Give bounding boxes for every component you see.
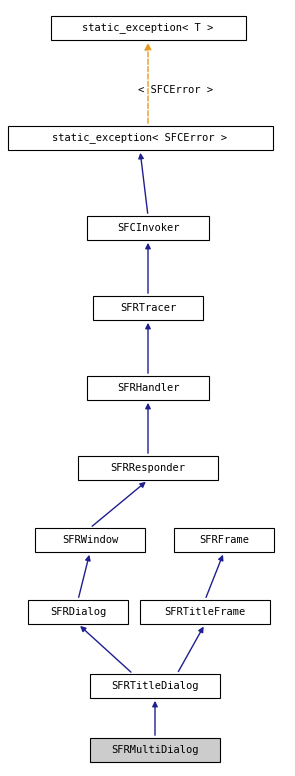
Text: SFCInvoker: SFCInvoker: [117, 223, 179, 233]
FancyBboxPatch shape: [140, 600, 270, 624]
Text: SFRDialog: SFRDialog: [50, 607, 106, 617]
Text: SFRTitleDialog: SFRTitleDialog: [111, 681, 199, 691]
Text: SFRMultiDialog: SFRMultiDialog: [111, 745, 199, 755]
FancyBboxPatch shape: [87, 216, 209, 240]
FancyBboxPatch shape: [93, 296, 203, 320]
Text: SFRFrame: SFRFrame: [199, 535, 249, 545]
Text: SFRWindow: SFRWindow: [62, 535, 118, 545]
FancyBboxPatch shape: [7, 126, 273, 150]
Text: static_exception< T >: static_exception< T >: [82, 23, 214, 33]
FancyBboxPatch shape: [50, 16, 245, 40]
Text: SFRTitleFrame: SFRTitleFrame: [164, 607, 246, 617]
Text: static_exception< SFCError >: static_exception< SFCError >: [53, 133, 227, 144]
FancyBboxPatch shape: [87, 376, 209, 400]
FancyBboxPatch shape: [90, 738, 220, 762]
FancyBboxPatch shape: [35, 528, 145, 552]
FancyBboxPatch shape: [28, 600, 128, 624]
FancyBboxPatch shape: [174, 528, 274, 552]
Text: SFRHandler: SFRHandler: [117, 383, 179, 393]
Text: SFRTracer: SFRTracer: [120, 303, 176, 313]
FancyBboxPatch shape: [78, 456, 218, 480]
Text: SFRResponder: SFRResponder: [111, 463, 186, 473]
FancyBboxPatch shape: [90, 674, 220, 698]
Text: < SFCError >: < SFCError >: [137, 85, 212, 95]
